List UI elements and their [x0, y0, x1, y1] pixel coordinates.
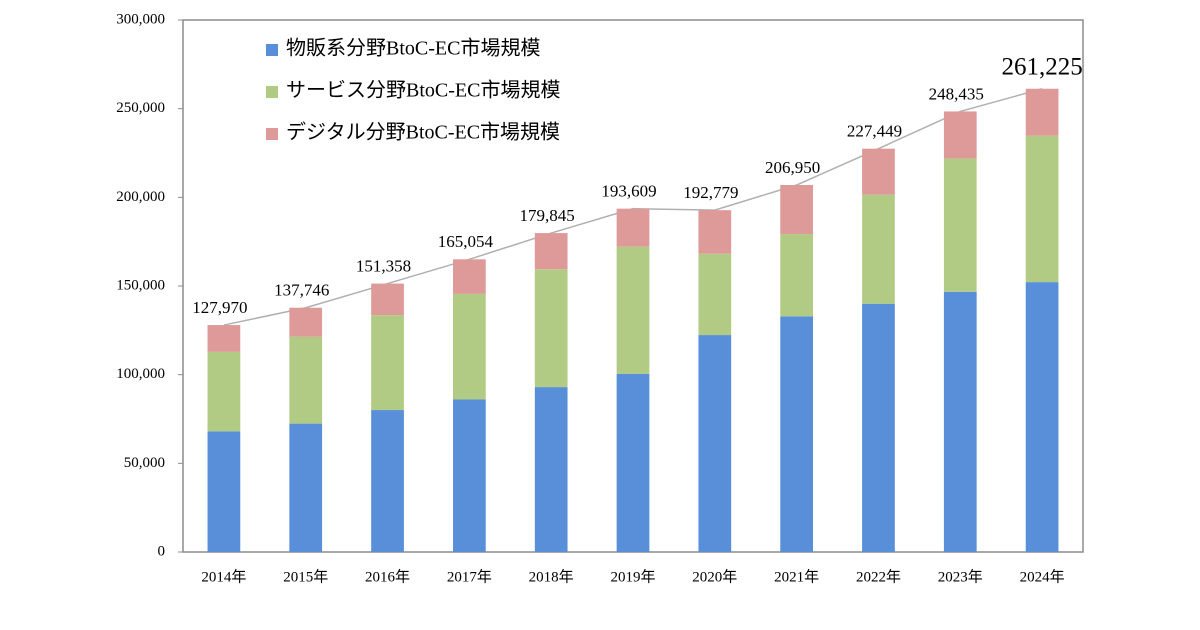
bar-segment: [453, 259, 486, 294]
total-label: 227,449: [847, 122, 902, 141]
y-tick-label: 100,000: [116, 366, 165, 382]
total-label: 192,779: [683, 183, 738, 202]
bar-segment: [371, 410, 404, 552]
total-label: 261,225: [1001, 53, 1082, 80]
x-tick-label: 2021年: [774, 568, 819, 585]
bar-segment: [207, 431, 241, 552]
bar-segment: [943, 111, 977, 159]
bar-segment: [207, 325, 241, 352]
bar-segment: [698, 210, 732, 254]
total-label: 206,950: [765, 158, 820, 177]
y-tick-label: 0: [158, 543, 166, 559]
bar-segment: [943, 158, 977, 292]
bar-segment: [698, 253, 732, 336]
bar-segment: [616, 208, 650, 247]
bar-segment: [862, 303, 895, 552]
total-label: 151,358: [356, 256, 411, 275]
x-tick-label: 2015年: [283, 568, 328, 585]
bar-segment: [862, 148, 895, 195]
bar-segment: [780, 185, 813, 235]
bar-segment: [289, 307, 323, 337]
bar-segment: [943, 291, 977, 552]
bar-segment: [534, 269, 568, 388]
bar-segment: [207, 351, 241, 432]
y-tick-label: 150,000: [116, 277, 165, 293]
bar-segment: [862, 194, 895, 304]
bar-segment: [698, 335, 732, 552]
y-tick-label: 50,000: [124, 455, 165, 471]
legend-swatch: [266, 44, 278, 56]
total-label: 127,970: [192, 298, 247, 317]
legend-text: デジタル分野BtoC-EC市場規模: [286, 121, 560, 144]
x-tick-label: 2023年: [938, 568, 983, 585]
bar-segment: [371, 315, 404, 411]
total-label: 179,845: [520, 206, 575, 225]
bar-segment: [289, 336, 323, 424]
y-tick-label: 250,000: [116, 100, 165, 116]
legend-text: サービス分野BtoC-EC市場規模: [286, 79, 560, 102]
bar-segment: [780, 316, 813, 552]
bar-segment: [289, 423, 323, 552]
bar-segment: [1025, 88, 1059, 136]
bar-segment: [534, 233, 568, 270]
bar-segment: [453, 293, 486, 400]
x-tick-label: 2018年: [529, 568, 574, 585]
bar-segment: [534, 387, 568, 552]
total-label: 248,435: [929, 84, 984, 103]
bar-segment: [616, 373, 650, 552]
x-tick-label: 2017年: [447, 568, 492, 585]
x-tick-label: 2024年: [1020, 568, 1065, 585]
x-tick-label: 2014年: [201, 568, 246, 585]
legend-swatch: [266, 86, 278, 98]
total-label: 165,054: [438, 232, 494, 251]
y-tick-label: 200,000: [116, 189, 165, 205]
bar-segment: [1025, 135, 1059, 283]
bar-segment: [616, 246, 650, 374]
legend-text: 物販系分野BtoC-EC市場規模: [286, 37, 540, 60]
y-tick-label: 300,000: [116, 11, 165, 27]
total-label: 137,746: [274, 281, 329, 300]
x-tick-label: 2019年: [610, 568, 655, 585]
bar-segment: [371, 283, 404, 316]
x-tick-label: 2016年: [365, 568, 410, 585]
x-tick-label: 2022年: [856, 568, 901, 585]
total-label: 193,609: [601, 182, 656, 201]
x-tick-label: 2020年: [692, 568, 737, 585]
bar-segment: [1025, 282, 1059, 552]
bar-segment: [453, 399, 486, 552]
bar-segment: [780, 234, 813, 317]
legend-swatch: [266, 128, 278, 140]
